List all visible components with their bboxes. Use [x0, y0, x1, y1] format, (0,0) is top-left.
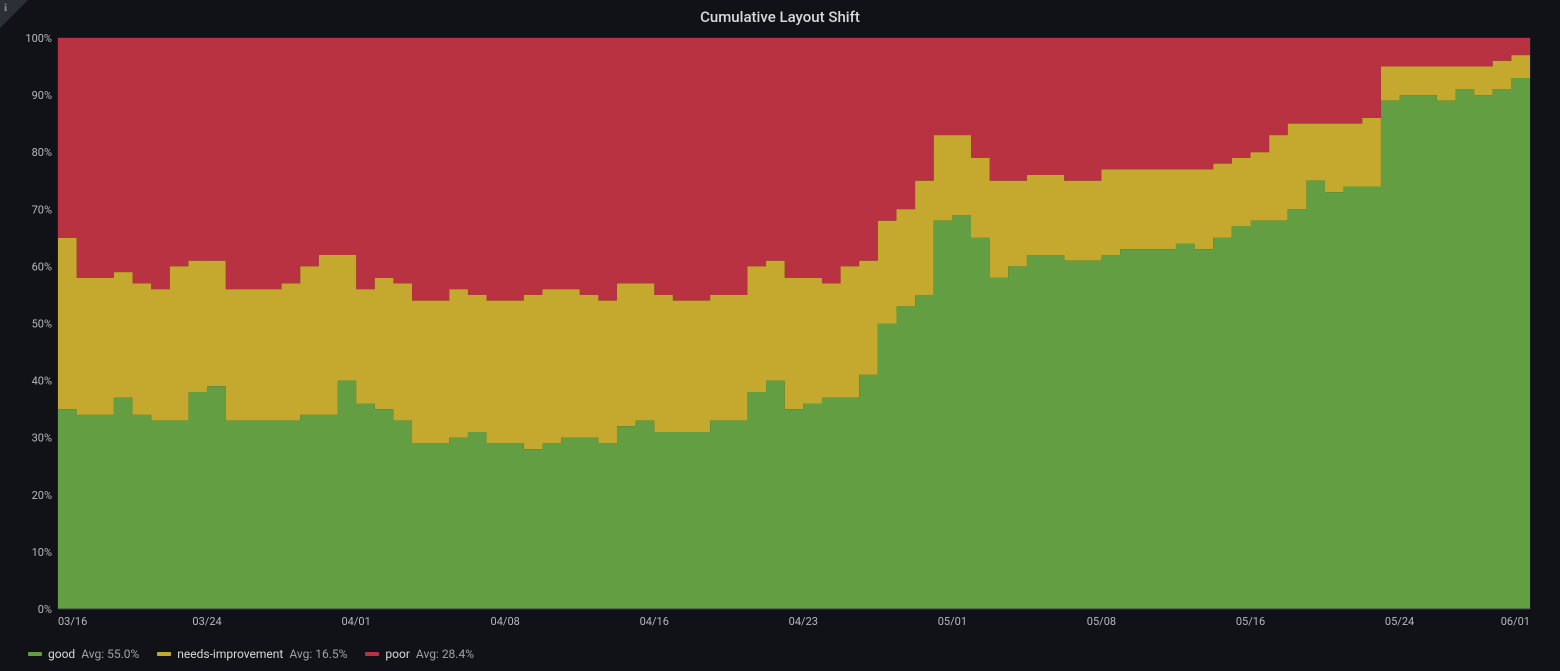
legend-swatch [365, 652, 379, 656]
stacked-area-chart: 0% 10% 20% 30% 40% 50% 60% 70% 80% 90% 100% 03/16 03… [20, 34, 1540, 631]
svg-text:0%: 0% [38, 603, 52, 616]
legend-swatch [157, 652, 171, 656]
svg-text:05/16: 05/16 [1236, 615, 1265, 628]
svg-text:30%: 30% [32, 432, 52, 445]
legend-item-poor[interactable]: poor Avg: 28.4% [365, 647, 474, 661]
svg-text:60%: 60% [32, 260, 52, 273]
legend-avg: Avg: 16.5% [289, 647, 347, 661]
svg-text:100%: 100% [25, 34, 52, 45]
legend-item-needs_improvement[interactable]: needs-improvement Avg: 16.5% [157, 647, 347, 661]
svg-text:03/16: 03/16 [58, 615, 87, 628]
plot-area[interactable]: 0% 10% 20% 30% 40% 50% 60% 70% 80% 90% 100% 03/16 03… [20, 34, 1540, 631]
legend-label: poor [385, 647, 410, 661]
legend-swatch [28, 652, 42, 656]
svg-text:10%: 10% [32, 546, 52, 559]
svg-text:50%: 50% [32, 318, 52, 331]
legend-avg: Avg: 28.4% [416, 647, 474, 661]
svg-text:40%: 40% [32, 375, 52, 388]
chart-panel: i Cumulative Layout Shift 0%10%20%30%40%… [0, 0, 1560, 671]
svg-text:80%: 80% [32, 146, 52, 159]
svg-text:90%: 90% [32, 89, 52, 102]
svg-text:04/08: 04/08 [491, 615, 520, 628]
svg-text:70%: 70% [32, 203, 52, 216]
legend-label: needs-improvement [177, 647, 283, 661]
legend-avg: Avg: 55.0% [81, 647, 139, 661]
panel-title: Cumulative Layout Shift [0, 8, 1560, 26]
svg-text:04/16: 04/16 [640, 615, 669, 628]
svg-text:05/08: 05/08 [1087, 615, 1116, 628]
svg-text:04/23: 04/23 [789, 615, 818, 628]
legend-label: good [48, 647, 75, 661]
svg-text:20%: 20% [32, 489, 52, 502]
svg-text:04/01: 04/01 [341, 615, 370, 628]
svg-text:03/24: 03/24 [192, 615, 221, 628]
legend-item-good[interactable]: good Avg: 55.0% [28, 647, 139, 661]
svg-text:06/01: 06/01 [1501, 615, 1530, 628]
legend: good Avg: 55.0% needs-improvement Avg: 16.5… [28, 647, 474, 661]
svg-text:05/01: 05/01 [938, 615, 967, 628]
svg-text:05/24: 05/24 [1385, 615, 1414, 628]
